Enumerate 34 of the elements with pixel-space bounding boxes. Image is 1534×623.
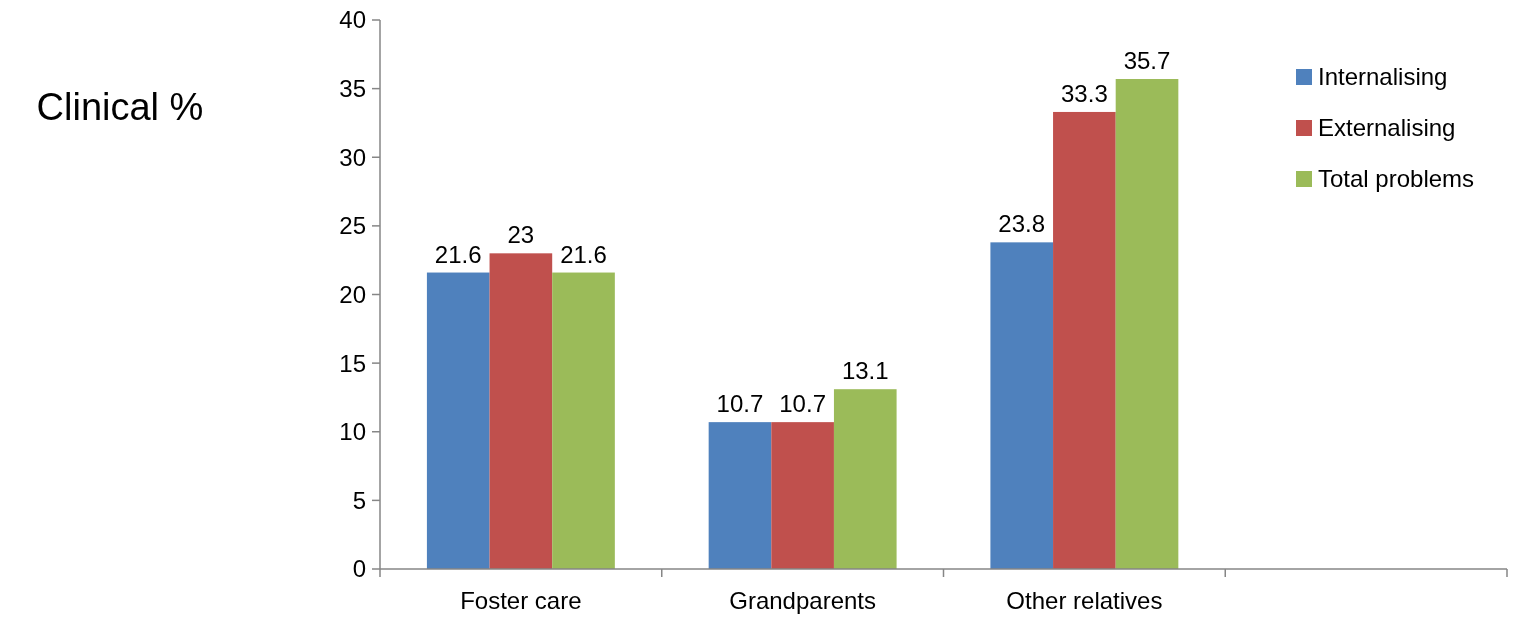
y-tick-label: 30 [339,143,366,171]
data-label: 23.8 [998,210,1046,238]
x-tick-label: Grandparents [729,587,877,614]
bar [1115,79,1179,569]
data-label: 10.7 [716,390,764,418]
y-tick-label: 5 [352,486,366,514]
y-tick-label: 0 [352,555,366,583]
bar [771,422,834,569]
data-label: 33.3 [1061,79,1108,107]
legend-label: Externalising [1318,114,1456,142]
bar [833,389,897,569]
data-label: 35.7 [1123,47,1171,75]
x-tick-label: Other relatives [1006,587,1163,614]
x-tick-label: Foster care [460,587,582,614]
bar [489,253,553,569]
bar [990,242,1054,569]
bar [1053,111,1116,569]
data-label: 21.6 [434,240,482,268]
legend-label: Total problems [1318,165,1475,193]
y-tick-label: 20 [339,280,366,308]
y-tick-label: 15 [339,349,366,377]
bar [426,272,490,569]
legend-label: Internalising [1318,63,1448,91]
data-label: 13.1 [841,357,889,385]
y-tick-label: 25 [339,212,366,240]
y-tick-label: 10 [339,418,366,446]
bar [708,422,772,569]
bar [552,272,615,569]
y-tick-label: 40 [339,6,366,34]
data-label: 23 [507,221,535,249]
y-axis-title: Clinical % [36,86,204,128]
data-label: 21.6 [560,240,607,268]
y-tick-label: 35 [339,75,366,103]
data-label: 10.7 [779,390,826,418]
